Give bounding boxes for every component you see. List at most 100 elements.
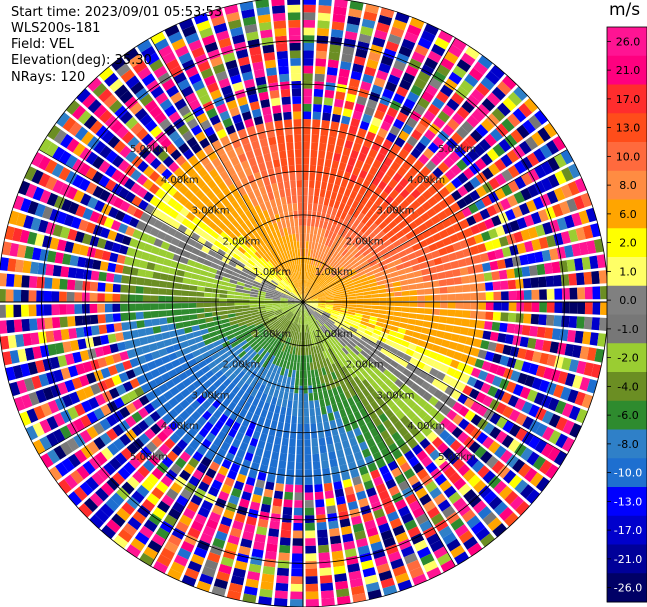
velocity-gate [9, 242, 19, 257]
velocity-gate [325, 304, 334, 307]
velocity-gate [7, 335, 17, 349]
velocity-gate [347, 563, 361, 573]
velocity-gate [402, 296, 410, 302]
velocity-gate [310, 299, 319, 302]
velocity-gate [106, 477, 120, 491]
velocity-gate [440, 294, 448, 301]
velocity-gate [363, 480, 374, 490]
velocity-gate [325, 349, 331, 358]
velocity-gate [421, 456, 433, 468]
velocity-gate [303, 172, 309, 181]
velocity-gate [450, 260, 460, 269]
velocity-gate [216, 270, 225, 277]
velocity-gate [173, 303, 182, 309]
velocity-gate [474, 446, 487, 459]
velocity-gate [396, 86, 409, 98]
velocity-gate [251, 198, 259, 207]
velocity-gate [591, 363, 602, 379]
velocity-gate [128, 54, 143, 68]
velocity-gate [206, 211, 216, 221]
velocity-gate [190, 232, 201, 241]
velocity-gate [249, 245, 257, 254]
velocity-gate [346, 331, 355, 338]
velocity-gate [352, 183, 361, 193]
velocity-gate [455, 343, 465, 353]
velocity-gate [137, 420, 149, 432]
velocity-gate [337, 283, 346, 288]
field-label: Field: VEL [11, 37, 74, 52]
velocity-gate [244, 523, 256, 534]
velocity-gate [274, 436, 282, 446]
velocity-gate [178, 184, 189, 195]
velocity-gate [304, 286, 306, 295]
velocity-gate [45, 330, 55, 343]
velocity-gate [249, 216, 257, 226]
velocity-gate [98, 88, 113, 103]
velocity-gate [265, 394, 273, 404]
velocity-gate [482, 330, 492, 340]
velocity-gate [197, 506, 210, 518]
velocity-gate [59, 291, 67, 302]
velocity-gate [210, 335, 220, 343]
velocity-gate [278, 262, 284, 270]
velocity-gate [393, 258, 403, 266]
velocity-gate [263, 402, 270, 411]
velocity-gate [51, 278, 61, 290]
velocity-gate [488, 496, 503, 510]
velocity-gate [366, 487, 377, 498]
velocity-gate [73, 486, 88, 501]
velocity-gate [415, 513, 429, 526]
velocity-gate [368, 351, 377, 359]
velocity-gate [431, 43, 446, 57]
velocity-gate [336, 137, 345, 147]
velocity-gate [303, 355, 307, 363]
velocity-gate [316, 521, 327, 531]
velocity-gate [340, 326, 348, 333]
velocity-gate [97, 282, 106, 292]
velocity-gate [281, 306, 289, 310]
velocity-gate [345, 316, 354, 321]
velocity-gate [365, 219, 374, 228]
velocity-gate [268, 285, 276, 290]
velocity-gate [423, 314, 432, 322]
velocity-gate [107, 442, 120, 456]
velocity-gate [581, 393, 594, 409]
velocity-gate [307, 307, 313, 315]
velocity-gate [370, 400, 380, 410]
velocity-gate [204, 493, 217, 504]
velocity-gate [226, 294, 235, 299]
velocity-gate [534, 251, 544, 263]
velocity-gate [100, 404, 112, 417]
velocity-gate [180, 540, 195, 553]
velocity-gate [327, 279, 335, 286]
velocity-gate [235, 48, 249, 59]
velocity-gate [207, 552, 221, 564]
velocity-gate [453, 477, 467, 491]
colorbar-tick-label: -17.0 [614, 524, 642, 537]
velocity-gate [106, 400, 119, 413]
velocity-gate [404, 421, 416, 432]
velocity-gate [385, 478, 397, 490]
velocity-gate [52, 428, 66, 444]
velocity-gate [435, 353, 446, 363]
velocity-gate [262, 244, 270, 253]
velocity-gate [281, 220, 287, 229]
velocity-gate [361, 317, 370, 323]
velocity-gate [322, 205, 328, 214]
velocity-gate [398, 480, 410, 492]
velocity-gate [295, 233, 300, 242]
velocity-gate [271, 151, 279, 161]
velocity-gate [432, 232, 442, 242]
velocity-gate [187, 259, 196, 267]
velocity-gate [285, 361, 291, 370]
velocity-gate [215, 530, 228, 542]
velocity-gate [132, 229, 143, 240]
velocity-gate [223, 92, 236, 103]
velocity-gate [526, 152, 540, 167]
velocity-gate [350, 274, 359, 280]
velocity-gate [510, 129, 524, 144]
velocity-gate [108, 387, 120, 399]
velocity-gate [308, 291, 315, 298]
velocity-gate [452, 414, 464, 426]
velocity-gate [276, 398, 283, 407]
